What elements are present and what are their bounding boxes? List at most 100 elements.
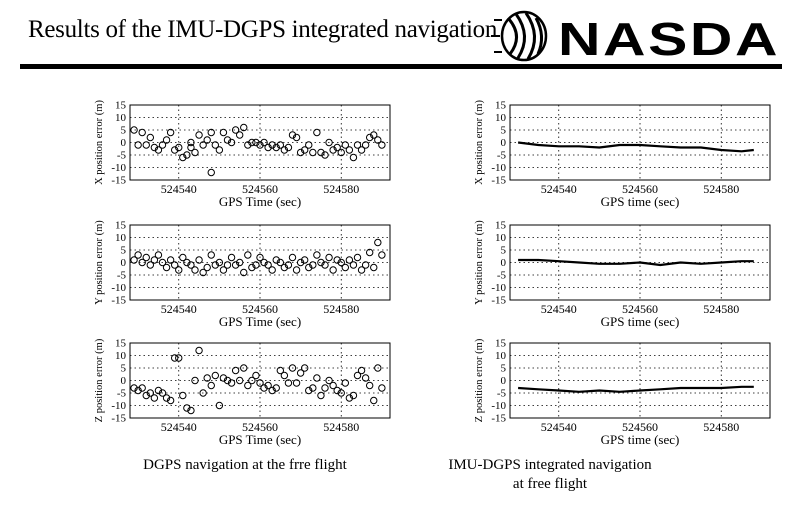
data-point — [325, 138, 333, 147]
data-point — [349, 261, 358, 269]
data-point — [268, 266, 276, 274]
y-tick-label: -10 — [111, 162, 126, 174]
x-axis-label: GPS Time (sec) — [219, 194, 301, 209]
data-point — [349, 153, 358, 162]
x-tick-label: 524540 — [161, 182, 197, 196]
y-tick-label: -15 — [111, 413, 126, 425]
y-tick-label: 0 — [121, 137, 127, 149]
data-point — [240, 268, 248, 277]
data-point — [138, 128, 146, 137]
data-point — [284, 143, 293, 152]
x-axis-label: GPS time (sec) — [601, 432, 680, 447]
data-point — [264, 381, 272, 390]
data-point — [280, 146, 289, 154]
data-point — [235, 376, 244, 385]
x-tick-label: 524540 — [541, 420, 577, 434]
x-tick-label: 524580 — [323, 182, 359, 196]
caption-left: DGPS navigation at the frre flight — [110, 456, 380, 475]
data-point — [276, 258, 285, 267]
data-point — [280, 263, 289, 272]
data-point — [134, 251, 142, 259]
data-point — [235, 131, 244, 139]
logo-text: NASDA — [558, 13, 780, 64]
data-point — [207, 381, 215, 390]
data-point — [215, 146, 224, 154]
data-point — [317, 148, 325, 157]
data-point — [146, 133, 155, 142]
data-point — [244, 141, 252, 149]
data-point — [199, 389, 207, 397]
data-point — [203, 374, 211, 382]
y-tick-label: 5 — [501, 125, 507, 137]
y-tick-label: 10 — [495, 112, 507, 124]
x-tick-label: 524560 — [242, 302, 278, 316]
x-tick-label: 524560 — [242, 420, 278, 434]
caption-right: IMU-DGPS integrated navigation at free f… — [420, 456, 680, 494]
data-point — [203, 136, 211, 144]
x-tick-label: 524580 — [323, 420, 359, 434]
x-tick-label: 524540 — [161, 420, 197, 434]
data-point — [365, 381, 374, 390]
data-point — [219, 128, 228, 137]
data-point — [374, 136, 382, 144]
globe-icon — [491, 10, 548, 62]
data-point — [353, 371, 362, 380]
data-point — [199, 268, 207, 277]
data-point — [305, 141, 313, 149]
y-tick-label: 10 — [495, 350, 507, 362]
data-point — [227, 379, 236, 387]
y-tick-label: 10 — [115, 112, 127, 124]
data-point — [146, 389, 155, 397]
data-point — [187, 143, 195, 152]
data-point — [333, 256, 341, 264]
y-tick-label: 5 — [121, 363, 127, 375]
data-point — [341, 263, 350, 272]
data-point — [300, 364, 309, 372]
data-point — [345, 146, 354, 154]
data-point — [256, 141, 264, 149]
data-point — [183, 258, 191, 267]
series-line — [517, 141, 754, 153]
data-point — [280, 371, 289, 380]
x-axis-label: GPS Time (sec) — [219, 432, 301, 447]
y-axis-label: X position error (m) — [474, 100, 485, 185]
x-tick-label: 524560 — [622, 302, 658, 316]
data-point — [240, 123, 248, 132]
page-title: Results of the IMU-DGPS integrated navig… — [28, 16, 498, 43]
data-point — [183, 404, 191, 412]
data-point — [154, 251, 163, 259]
data-point — [260, 384, 268, 392]
data-point — [305, 386, 313, 395]
data-point — [223, 261, 232, 269]
header-rule — [20, 64, 782, 69]
data-point — [329, 266, 337, 274]
x-tick-label: 524560 — [622, 182, 658, 196]
data-point — [361, 374, 370, 382]
plot-frame — [129, 342, 391, 419]
data-point — [162, 394, 171, 402]
x-tick-label: 524560 — [242, 182, 278, 196]
data-point — [365, 133, 374, 142]
data-point — [321, 151, 329, 159]
data-point — [337, 148, 345, 157]
data-point — [231, 126, 240, 134]
data-point — [256, 379, 264, 387]
data-point — [158, 141, 167, 149]
y-tick-label: -15 — [491, 175, 506, 187]
data-point — [166, 396, 175, 405]
data-point — [292, 379, 301, 387]
data-point — [276, 141, 285, 149]
data-point — [134, 141, 142, 149]
data-point — [150, 394, 159, 402]
plot-frame — [509, 224, 771, 301]
data-point — [154, 386, 163, 395]
y-tick-label: -15 — [111, 295, 126, 307]
data-point — [349, 391, 358, 400]
y-tick-label: -10 — [491, 282, 506, 294]
data-point — [175, 354, 183, 362]
y-tick-label: -10 — [111, 282, 126, 294]
data-point — [341, 379, 350, 387]
data-point — [211, 371, 220, 380]
x-tick-label: 524580 — [703, 420, 739, 434]
